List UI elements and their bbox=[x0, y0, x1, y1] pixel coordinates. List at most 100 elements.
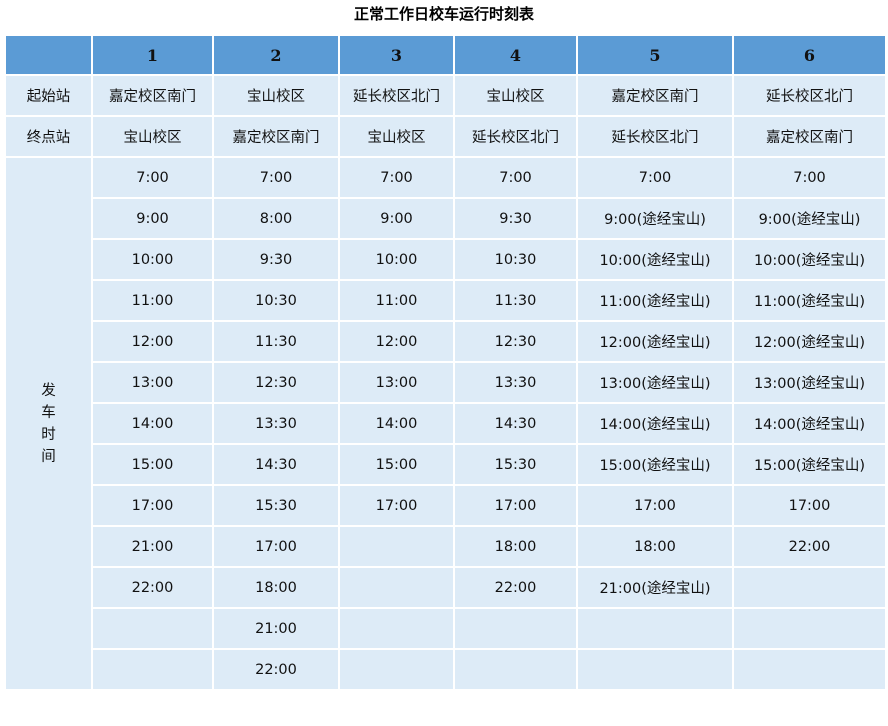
departure-time-cell: 15:00(途经宝山) bbox=[732, 443, 887, 486]
route-number-header: 2 bbox=[212, 34, 340, 76]
departure-time-cell: 18:00 bbox=[453, 525, 578, 568]
end-station-cell: 嘉定校区南门 bbox=[732, 115, 887, 158]
departure-time-cell: 15:00(途经宝山) bbox=[576, 443, 734, 486]
end-station-row: 终点站 宝山校区 嘉定校区南门 宝山校区 延长校区北门 延长校区北门 嘉定校区南门 bbox=[4, 115, 887, 158]
departure-row: 9:00 8:00 9:00 9:30 9:00(途经宝山) 9:00(途经宝山) bbox=[5, 197, 887, 240]
departure-time-cell: 9:00(途经宝山) bbox=[732, 197, 887, 240]
departure-time-cell: 11:30 bbox=[212, 320, 340, 363]
route-number-header: 3 bbox=[338, 34, 455, 76]
departure-time-cell: 17:00 bbox=[212, 525, 340, 568]
departure-time-cell: 10:00(途经宝山) bbox=[576, 238, 734, 281]
departure-time-cell: 8:00 bbox=[212, 197, 340, 240]
departure-row: 21:00 17:00 18:00 18:00 22:00 bbox=[5, 525, 887, 568]
departure-time-cell bbox=[732, 566, 887, 609]
departure-time-cell: 13:00 bbox=[338, 361, 455, 404]
end-station-cell: 嘉定校区南门 bbox=[212, 115, 340, 158]
start-station-cell: 延长校区北门 bbox=[338, 74, 455, 117]
schedule-table: 1 2 3 4 5 6 起始站 嘉定校区南门 宝山校区 延长校区北门 宝山校区 嘉定校区南门 延长校区北… bbox=[4, 34, 887, 691]
departure-row: 22:00 bbox=[5, 648, 887, 691]
departure-time-cell: 9:00(途经宝山) bbox=[576, 197, 734, 240]
departure-time-cell: 10:00 bbox=[338, 238, 455, 281]
start-station-row: 起始站 嘉定校区南门 宝山校区 延长校区北门 宝山校区 嘉定校区南门 延长校区北门 bbox=[4, 74, 887, 117]
departure-time-cell: 7:00 bbox=[576, 156, 734, 199]
departure-time-cell: 12:30 bbox=[453, 320, 578, 363]
departure-time-cell: 7:00 bbox=[453, 156, 578, 199]
departure-time-cell: 14:00(途经宝山) bbox=[732, 402, 887, 445]
departure-row: 发 车 时 间 7:00 7:00 7:00 7:00 7:00 7:00 bbox=[4, 156, 887, 691]
departure-row: 21:00 bbox=[5, 607, 887, 650]
departure-time-cell bbox=[338, 566, 455, 609]
departure-time-cell: 15:00 bbox=[338, 443, 455, 486]
corner-cell bbox=[4, 34, 93, 76]
departure-time-cell: 11:00 bbox=[91, 279, 214, 322]
departure-time-cell: 14:00 bbox=[338, 402, 455, 445]
departure-time-cell bbox=[453, 607, 578, 650]
departure-time-cell bbox=[91, 648, 214, 691]
departure-time-cell: 12:00 bbox=[338, 320, 455, 363]
departure-row: 10:00 9:30 10:00 10:30 10:00(途经宝山) 10:00(途经宝山… bbox=[5, 238, 887, 281]
departure-time-cell: 17:00 bbox=[91, 484, 214, 527]
departure-time-cell: 12:30 bbox=[212, 361, 340, 404]
departure-time-cell: 22:00 bbox=[453, 566, 578, 609]
departure-time-cell bbox=[338, 648, 455, 691]
departure-time-cell: 13:00(途经宝山) bbox=[576, 361, 734, 404]
departure-time-cell: 17:00 bbox=[732, 484, 887, 527]
departure-time-cell: 11:00(途经宝山) bbox=[576, 279, 734, 322]
departure-time-cell: 11:30 bbox=[453, 279, 578, 322]
departure-time-cell: 13:30 bbox=[212, 402, 340, 445]
departure-time-cell bbox=[453, 648, 578, 691]
departure-time-cell: 22:00 bbox=[91, 566, 214, 609]
departure-time-cell: 13:00 bbox=[91, 361, 214, 404]
departure-time-cell: 12:00 bbox=[91, 320, 214, 363]
end-station-cell: 宝山校区 bbox=[338, 115, 455, 158]
departure-time-cell: 22:00 bbox=[212, 648, 340, 691]
departure-time-cell: 10:00(途经宝山) bbox=[732, 238, 887, 281]
end-station-cell: 延长校区北门 bbox=[453, 115, 578, 158]
departure-row: 14:00 13:30 14:00 14:30 14:00(途经宝山) 14:00(途经宝… bbox=[5, 402, 887, 445]
route-number-header: 5 bbox=[576, 34, 734, 76]
departure-time-cell bbox=[576, 607, 734, 650]
departure-time-cell: 11:00 bbox=[338, 279, 455, 322]
departure-time-cell: 17:00 bbox=[453, 484, 578, 527]
departure-time-cell: 11:00(途经宝山) bbox=[732, 279, 887, 322]
departure-time-cell: 14:30 bbox=[212, 443, 340, 486]
start-station-cell: 宝山校区 bbox=[453, 74, 578, 117]
departure-time-cell bbox=[91, 607, 214, 650]
departure-time-cell: 14:00 bbox=[91, 402, 214, 445]
departure-time-label-text: 发 车 时 间 bbox=[41, 382, 56, 465]
start-station-cell: 宝山校区 bbox=[212, 74, 340, 117]
departure-time-cell bbox=[576, 648, 734, 691]
departure-time-cell: 7:00 bbox=[338, 156, 455, 199]
departure-time-cell: 10:30 bbox=[212, 279, 340, 322]
departure-time-cell: 10:30 bbox=[453, 238, 578, 281]
departure-time-cell: 21:00 bbox=[91, 525, 214, 568]
page-title: 正常工作日校车运行时刻表 bbox=[353, 5, 534, 23]
route-number-header: 6 bbox=[732, 34, 887, 76]
departure-time-cell: 18:00 bbox=[576, 525, 734, 568]
departure-time-cell: 9:30 bbox=[212, 238, 340, 281]
departure-time-cell: 9:00 bbox=[338, 197, 455, 240]
departure-time-cell: 15:30 bbox=[212, 484, 340, 527]
start-station-label: 起始站 bbox=[4, 74, 93, 117]
departure-time-cell bbox=[338, 525, 455, 568]
departure-row: 15:00 14:30 15:00 15:30 15:00(途经宝山) 15:00(途经宝… bbox=[5, 443, 887, 486]
departure-time-cell: 18:00 bbox=[212, 566, 340, 609]
departure-time-cell: 14:00(途经宝山) bbox=[576, 402, 734, 445]
departure-time-cell: 9:00 bbox=[91, 197, 214, 240]
start-station-cell: 延长校区北门 bbox=[732, 74, 887, 117]
departure-row: 11:00 10:30 11:00 11:30 11:00(途经宝山) 11:00(途经宝… bbox=[5, 279, 887, 322]
end-station-cell: 延长校区北门 bbox=[576, 115, 734, 158]
departure-row: 13:00 12:30 13:00 13:30 13:00(途经宝山) 13:00(途经宝… bbox=[5, 361, 887, 404]
departure-row: 22:00 18:00 22:00 21:00(途经宝山) bbox=[5, 566, 887, 609]
departure-time-cell: 13:30 bbox=[453, 361, 578, 404]
end-station-cell: 宝山校区 bbox=[91, 115, 214, 158]
start-station-cell: 嘉定校区南门 bbox=[91, 74, 214, 117]
departure-time-cell: 9:30 bbox=[453, 197, 578, 240]
departure-time-cell: 17:00 bbox=[338, 484, 455, 527]
departure-time-cell: 10:00 bbox=[91, 238, 214, 281]
departure-time-cell: 21:00 bbox=[212, 607, 340, 650]
departure-time-cell bbox=[732, 607, 887, 650]
start-station-cell: 嘉定校区南门 bbox=[576, 74, 734, 117]
departure-time-cell: 15:00 bbox=[91, 443, 214, 486]
